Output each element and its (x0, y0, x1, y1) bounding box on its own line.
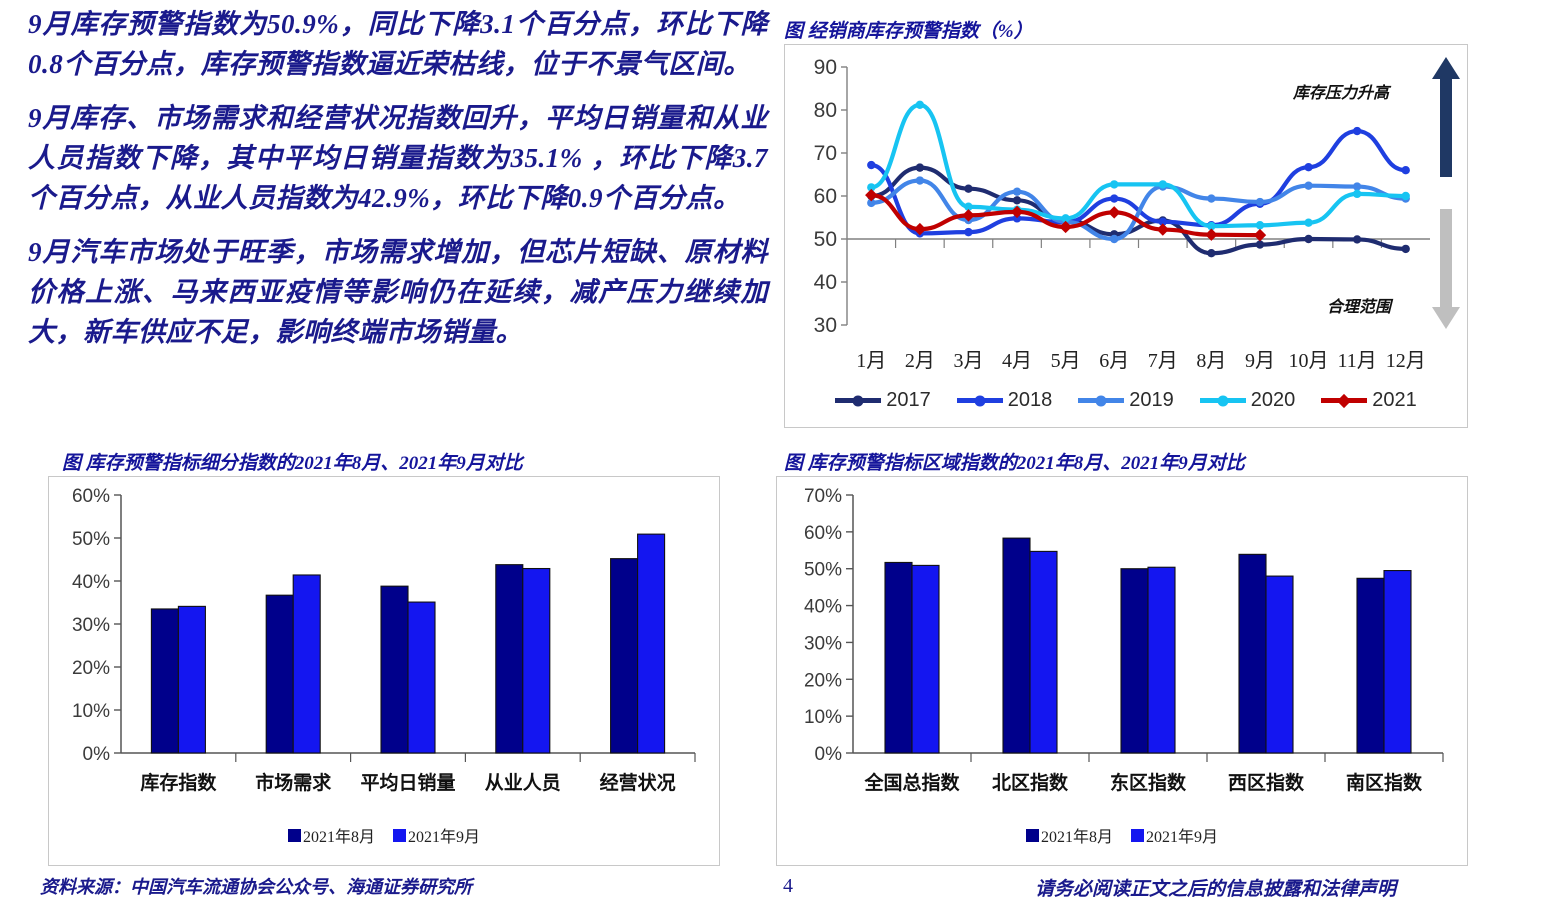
legend-item-2018: 2018 (956, 389, 1053, 412)
svg-text:南区指数: 南区指数 (1346, 771, 1423, 794)
svg-text:9月: 9月 (1245, 350, 1275, 372)
line-chart-caption: 图 经销商库存预警指数（%） (784, 21, 1033, 42)
legend-swatch-2018 (956, 395, 1003, 406)
svg-text:40: 40 (814, 271, 837, 294)
bar-right-frame: 0% 10% 20% 30% 40% 50% 60% 70% 全国总指数 北区指数 东区指数 西区指数… (776, 476, 1468, 866)
svg-text:50%: 50% (72, 529, 110, 550)
bar-left-svg: 0% 10% 20% 30% 40% 50% 60% 库存指数 市场需求 平均日销量 从业人员 经营状… (72, 486, 696, 794)
legend-swatch-2019 (1078, 395, 1125, 406)
legend-marker-2018 (974, 395, 986, 406)
legend-label-2019: 2019 (1129, 389, 1174, 411)
svg-text:1月: 1月 (856, 350, 886, 372)
bar-legend-label-2021年8月: 2021年8月 (302, 829, 375, 846)
bar-legend-item-2021年8月: 2021年8月 (287, 823, 375, 847)
svg-text:市场需求: 市场需求 (255, 771, 332, 794)
bar-left-caption: 图 库存预警指标细分指数的2021年8月、2021年9月对比 (62, 453, 523, 474)
legend-label-2017: 2017 (886, 389, 931, 411)
down-arrow-label: 合理范围 (1327, 299, 1392, 316)
source-note: 资料来源：中国汽车流通协会公众号、海通证券研究所 (40, 877, 472, 897)
svg-text:11月: 11月 (1337, 350, 1376, 372)
svg-text:西区指数: 西区指数 (1228, 771, 1305, 794)
svg-text:70: 70 (814, 142, 837, 165)
bar-legend-label-2021年9月: 2021年9月 (1146, 829, 1219, 846)
svg-text:80: 80 (814, 99, 837, 122)
svg-text:3月: 3月 (953, 350, 983, 372)
legend-swatch-2020 (1199, 395, 1246, 406)
svg-text:经营状况: 经营状况 (600, 771, 676, 794)
legend-marker-2021 (1337, 393, 1352, 408)
legend-item-2021: 2021 (1321, 389, 1417, 412)
bar-left-frame: 0% 10% 20% 30% 40% 50% 60% 库存指数 市场需求 平均日销量 从业人员 经营状… (48, 476, 720, 866)
legend-swatch-2017 (835, 395, 882, 406)
bar-legend-label-2021年8月: 2021年8月 (1040, 829, 1113, 846)
legend-swatch-2021 (1321, 393, 1368, 408)
legend-item-2017: 2017 (835, 389, 931, 412)
legend-label-2018: 2018 (1007, 389, 1053, 411)
svg-text:10%: 10% (804, 707, 842, 728)
narrative-paragraph-1: 9月库存预警指数为50.9%，同比下降3.1个百分点，环比下降0.8个百分点，库… (28, 9, 768, 79)
bar-right-caption: 图 库存预警指标区域指数的2021年8月、2021年9月对比 (784, 453, 1245, 474)
bar-right-legend: 2021年8月 2021年9月 (777, 823, 1467, 847)
bar-legend-swatch-2021年9月 (393, 828, 406, 842)
line-chart-frame: 30 40 50 60 70 80 90 1月 2月 3月 4月 5月 6月 7月 8月 9月 10月 11月 12… (784, 44, 1468, 428)
svg-text:30%: 30% (72, 615, 110, 636)
bar-legend-item-2021年9月: 2021年9月 (393, 823, 480, 847)
svg-text:4月: 4月 (1002, 350, 1032, 372)
svg-text:平均日销量: 平均日销量 (360, 771, 455, 794)
svg-text:8月: 8月 (1196, 350, 1226, 372)
legend-item-2019: 2019 (1078, 389, 1174, 412)
svg-text:40%: 40% (804, 597, 842, 618)
bar-right-svg: 0% 10% 20% 30% 40% 50% 60% 70% 全国总指数 北区指数 东区指数 西区指数… (804, 486, 1444, 794)
svg-text:全国总指数: 全国总指数 (863, 771, 960, 794)
svg-text:30%: 30% (804, 633, 842, 654)
bar-legend-item-2021年9月: 2021年9月 (1131, 823, 1218, 847)
svg-text:从业人员: 从业人员 (485, 772, 561, 794)
svg-text:50%: 50% (804, 560, 842, 581)
svg-text:30: 30 (814, 314, 837, 337)
bar-legend-swatch-2021年9月 (1131, 828, 1144, 842)
narrative-text-block: 9月库存预警指数为50.9%，同比下降3.1个百分点，环比下降0.8个百分点，库… (28, 4, 768, 366)
svg-text:10月: 10月 (1289, 350, 1329, 372)
svg-text:12月: 12月 (1386, 350, 1426, 372)
svg-text:2月: 2月 (905, 350, 935, 372)
line-chart-legend: 2017 2018 2019 2020 2021 (785, 389, 1467, 412)
legend-item-2020: 2020 (1199, 389, 1296, 412)
bar-legend-swatch-2021年8月 (287, 828, 301, 842)
legend-marker-2020 (1217, 395, 1229, 406)
svg-text:7月: 7月 (1148, 350, 1178, 372)
svg-text:库存指数: 库存指数 (140, 771, 217, 794)
legend-marker-2019 (1095, 395, 1107, 406)
legend-marker-2017 (852, 395, 864, 406)
svg-text:10%: 10% (72, 701, 110, 722)
legend-label-2020: 2020 (1250, 389, 1296, 411)
line-chart-svg: 30 40 50 60 70 80 90 1月 2月 3月 4月 5月 6月 7月 8月 9月 10月 11月 12… (814, 56, 1460, 372)
bar-legend-item-2021年8月: 2021年8月 (1025, 823, 1113, 847)
svg-text:60%: 60% (72, 486, 110, 507)
bar-left-legend: 2021年8月 2021年9月 (49, 823, 719, 847)
svg-text:40%: 40% (72, 572, 110, 593)
narrative-paragraph-2: 9月库存、市场需求和经营状况指数回升，平均日销量和从业人员指数下降，其中平均日销… (28, 103, 768, 213)
disclaimer-note: 请务必阅读正文之后的信息披露和法律声明 (1035, 879, 1397, 900)
svg-text:20%: 20% (804, 670, 842, 691)
svg-text:5月: 5月 (1051, 350, 1081, 372)
svg-text:90: 90 (814, 56, 837, 79)
svg-text:20%: 20% (72, 658, 110, 679)
bar-legend-swatch-2021年8月 (1025, 828, 1039, 842)
svg-text:东区指数: 东区指数 (1110, 771, 1187, 794)
svg-text:60%: 60% (804, 523, 842, 544)
svg-text:6月: 6月 (1099, 350, 1129, 372)
legend-label-2021: 2021 (1372, 389, 1417, 411)
svg-text:50: 50 (814, 228, 837, 251)
svg-text:70%: 70% (804, 486, 842, 507)
svg-text:北区指数: 北区指数 (992, 771, 1069, 794)
svg-text:60: 60 (814, 185, 837, 208)
narrative-paragraph-3: 9月汽车市场处于旺季，市场需求增加，但芯片短缺、原材料价格上涨、马来西亚疫情等影… (28, 237, 768, 347)
up-arrow-label: 库存压力升高 (1293, 85, 1390, 102)
bar-legend-label-2021年9月: 2021年9月 (408, 829, 481, 846)
svg-text:0%: 0% (815, 744, 843, 765)
svg-text:0%: 0% (83, 744, 111, 765)
page-number: 4 (783, 875, 793, 897)
